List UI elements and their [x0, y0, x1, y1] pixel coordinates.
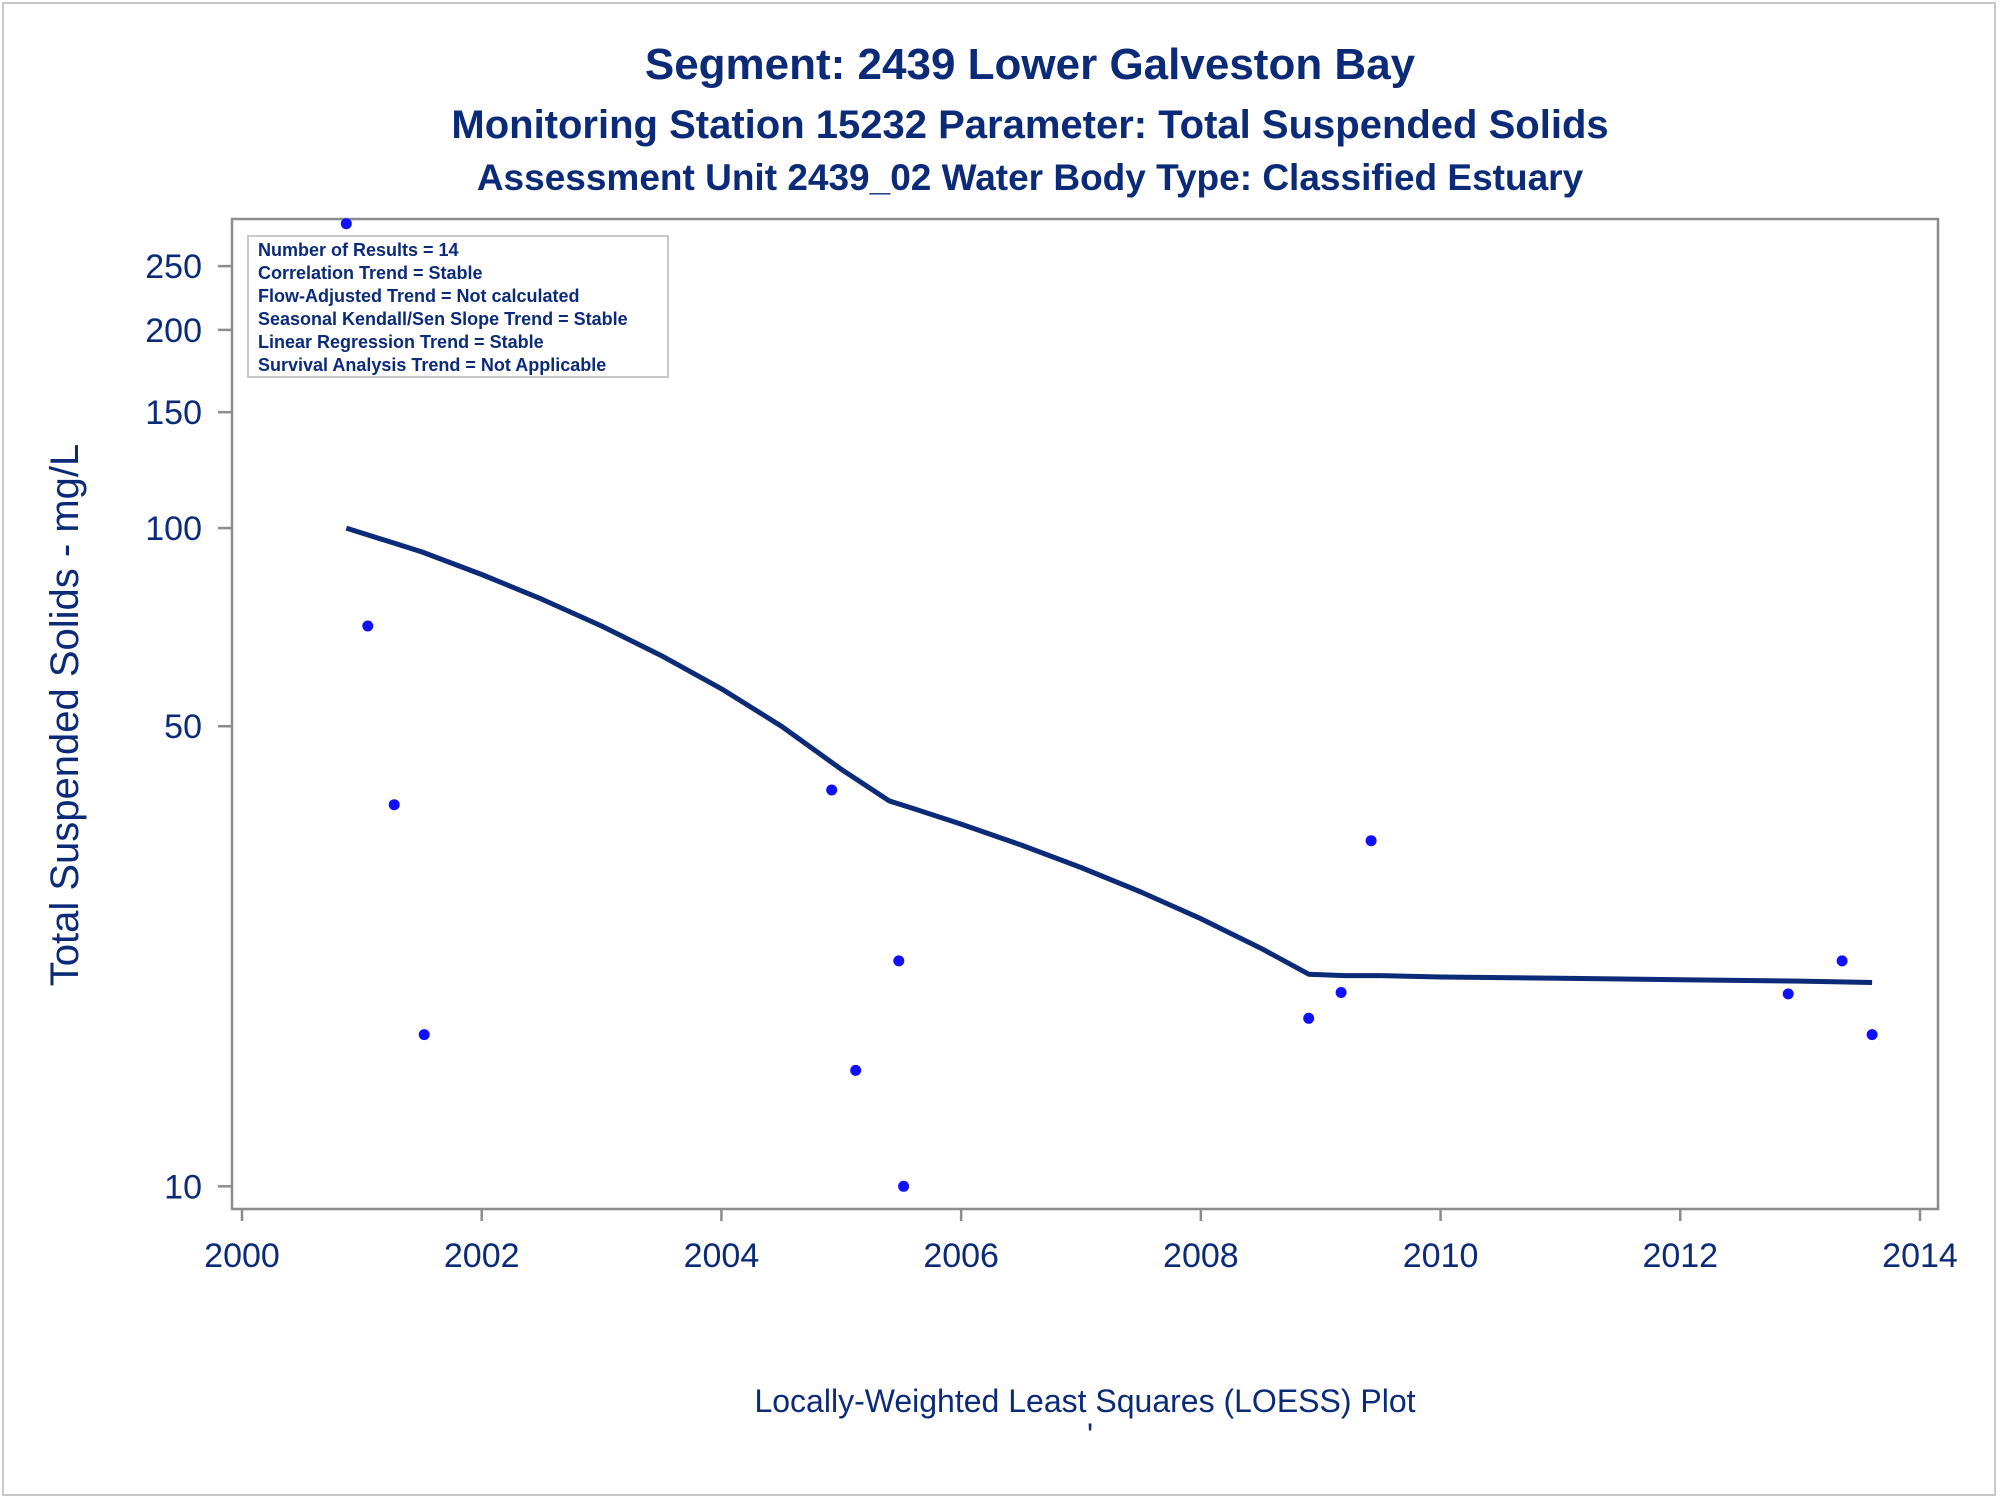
data-point	[898, 1180, 910, 1192]
data-point	[1782, 988, 1794, 1000]
stats-line-survival-analysis: Survival Analysis Trend = Not Applicable	[258, 355, 606, 375]
x-tick-label: 2012	[1642, 1237, 1718, 1275]
data-point	[893, 955, 905, 967]
y-tick-label: 250	[145, 248, 202, 286]
footnote-loess: Locally-Weighted Least Squares (LOESS) P…	[754, 1383, 1415, 1419]
data-point	[1303, 1012, 1315, 1024]
data-point	[1836, 955, 1848, 967]
footnote-mark: '	[1087, 1417, 1093, 1453]
y-tick-label: 100	[145, 510, 202, 548]
data-point	[826, 784, 838, 796]
stats-line-results: Number of Results = 14	[258, 240, 459, 260]
stats-line-linear-regression: Linear Regression Trend = Stable	[258, 332, 544, 352]
data-point	[1365, 835, 1377, 847]
stats-line-correlation: Correlation Trend = Stable	[258, 263, 483, 283]
data-point	[418, 1029, 430, 1041]
plot-area-border	[230, 217, 1940, 1211]
data-point	[388, 799, 400, 811]
data-point	[850, 1064, 862, 1076]
x-tick-label: 2006	[923, 1237, 999, 1275]
x-tick-label: 2002	[444, 1237, 520, 1275]
x-tick-label: 2014	[1882, 1237, 1958, 1275]
points-layer	[340, 218, 1878, 1192]
stats-box-border	[247, 235, 669, 378]
stats-line-flow-adjusted: Flow-Adjusted Trend = Not calculated	[258, 286, 580, 306]
y-tick-label: 10	[164, 1168, 202, 1206]
data-point	[1335, 987, 1347, 998]
stats-box: Number of Results = 14 Correlation Trend…	[247, 235, 669, 378]
y-axis-title: Total Suspended Solids - mg/L	[43, 444, 87, 987]
loess-layer	[345, 525, 1873, 985]
y-tick-label: 200	[145, 312, 202, 350]
y-tick-label: 150	[145, 394, 202, 432]
stats-line-seasonal-kendall: Seasonal Kendall/Sen Slope Trend = Stabl…	[258, 309, 628, 329]
x-tick-label: 2004	[684, 1237, 760, 1275]
x-axis: 2000 2002 2004 2006 2008 2010 2012 2014	[204, 1209, 1958, 1275]
data-point	[340, 218, 352, 230]
chart-subtitle-assessment: Assessment Unit 2439_02 Water Body Type:…	[477, 157, 1584, 198]
y-tick-label: 50	[164, 708, 202, 746]
y-axis: 10 50 100 150 200 250	[145, 248, 232, 1206]
x-tick-label: 2008	[1163, 1237, 1239, 1275]
chart-subtitle-station: Monitoring Station 15232 Parameter: Tota…	[451, 103, 1608, 147]
chart-title: Segment: 2439 Lower Galveston Bay	[645, 40, 1416, 89]
x-tick-label: 2000	[204, 1237, 280, 1275]
data-point	[362, 620, 374, 632]
loess-line	[345, 525, 1873, 985]
x-tick-label: 2010	[1403, 1237, 1479, 1275]
data-point	[1866, 1029, 1878, 1041]
